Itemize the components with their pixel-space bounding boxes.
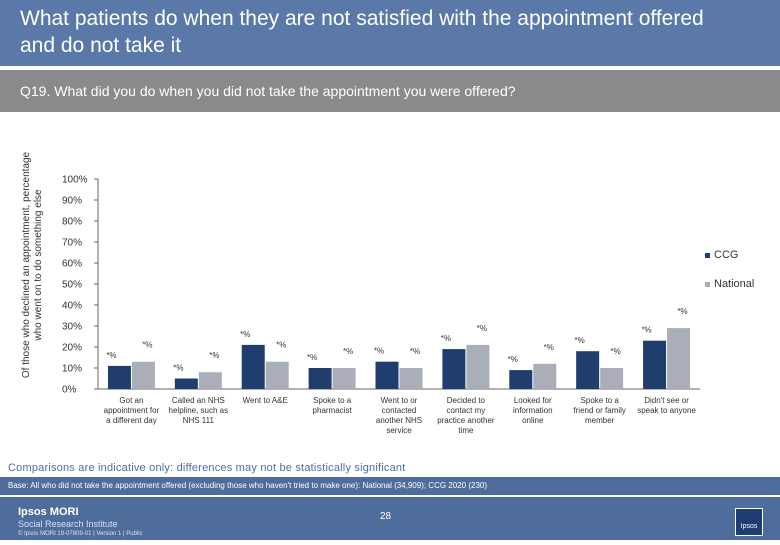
y-tick-label: 90% — [62, 196, 82, 207]
bar-ccg — [442, 349, 466, 389]
data-label: *% — [307, 353, 317, 362]
x-tick-label: time — [458, 426, 474, 435]
data-label: *% — [410, 347, 420, 356]
data-label: *% — [173, 364, 183, 373]
x-tick-label: Looked for — [514, 396, 552, 405]
x-tick-label: Went to or — [381, 396, 418, 405]
ipsos-logo-icon: Ipsos — [735, 508, 763, 536]
x-tick-label: helpline, such as — [169, 406, 229, 415]
y-tick-label: 70% — [62, 238, 82, 249]
x-tick-label: another NHS — [376, 416, 422, 425]
x-tick-label: member — [585, 416, 615, 425]
y-tick-label: 60% — [62, 259, 82, 270]
x-tick-label: Didn't see or — [644, 396, 689, 405]
bar-ccg — [174, 378, 198, 389]
legend-item-national: National — [705, 278, 754, 290]
bar-ccg — [576, 351, 600, 389]
copyright-text: © Ipsos MORI 19-07809-01 | Version 1 | P… — [18, 531, 143, 537]
data-label: *% — [240, 330, 250, 339]
data-label: *% — [677, 307, 687, 316]
bar-national — [131, 361, 155, 389]
bar-chart: 0% 10% 20% 30% 40% 50% 60% 70% 80% 90% 100% *% *% Got… — [62, 175, 700, 435]
data-label: *% — [508, 355, 518, 364]
legend-label-ccg: CCG — [714, 249, 739, 261]
y-tick-label: 30% — [62, 322, 82, 333]
x-tick-label: Decided to — [447, 396, 486, 405]
data-label: *% — [343, 347, 353, 356]
data-label: *% — [641, 326, 651, 335]
x-tick-label: service — [386, 426, 412, 435]
bar-national — [198, 372, 222, 389]
base-text: Base: All who did not take the appointme… — [8, 481, 487, 490]
data-label: *% — [142, 341, 152, 350]
x-tick-label: speak to anyone — [637, 406, 696, 415]
bar-ccg — [509, 370, 533, 389]
y-tick-label: 50% — [62, 280, 82, 291]
data-label: *% — [374, 347, 384, 356]
x-tick-label: contact my — [447, 406, 486, 415]
bar-national — [332, 368, 356, 389]
data-label: *% — [106, 351, 116, 360]
x-tick-label: practice another — [437, 416, 495, 425]
x-tick-label: Spoke to a — [581, 396, 620, 405]
x-tick-label: a different day — [106, 416, 157, 425]
y-tick-label: 80% — [62, 217, 82, 228]
bar-ccg — [643, 340, 667, 389]
question-text: Q19. What did you do when you did not ta… — [20, 83, 516, 99]
base-band — [0, 477, 780, 495]
legend-swatch-ccg — [705, 252, 710, 258]
legend-swatch-national — [705, 281, 710, 287]
y-tick-label: 10% — [62, 364, 82, 375]
page-number: 28 — [380, 511, 392, 522]
question-band — [0, 70, 780, 112]
legend-label-national: National — [714, 278, 755, 290]
x-tick-label: friend or family — [573, 406, 625, 415]
x-tick-label: Called an NHS — [172, 396, 225, 405]
x-tick-label: Spoke to a — [313, 396, 352, 405]
bar-national — [600, 368, 624, 389]
x-tick-label: contacted — [382, 406, 417, 415]
bar-national — [265, 361, 289, 389]
x-tick-label: information — [513, 406, 553, 415]
bar-ccg — [308, 368, 332, 389]
bar-national — [466, 344, 490, 389]
bar-national — [667, 328, 691, 389]
x-tick-label: appointment for — [104, 406, 160, 415]
x-tick-label: pharmacist — [313, 406, 353, 415]
data-label: *% — [575, 336, 585, 345]
ipsos-mori-logo: Ipsos MORI — [18, 506, 79, 518]
caveat-text: Comparisons are indicative only: differe… — [8, 462, 406, 474]
data-label: *% — [209, 351, 219, 360]
y-tick-label: 20% — [62, 343, 82, 354]
x-tick-label: NHS 111 — [183, 416, 215, 425]
title-band — [0, 0, 780, 66]
page-title: What patients do when they are not satis… — [20, 7, 704, 57]
y-tick-label: 0% — [62, 385, 77, 396]
footer-bar — [0, 497, 780, 540]
data-label: *% — [611, 347, 621, 356]
y-tick-label: 40% — [62, 301, 82, 312]
bar-national — [533, 363, 557, 389]
data-label: *% — [276, 341, 286, 350]
bar-national — [399, 368, 423, 389]
data-label: *% — [544, 343, 554, 352]
x-tick-label: Got an — [119, 396, 143, 405]
x-tick-label: Went to A&E — [243, 396, 288, 405]
sri-logo-text: Social Research Institute — [18, 519, 118, 529]
x-tick-label: online — [522, 416, 544, 425]
legend-item-ccg: CCG — [705, 249, 738, 261]
bar-ccg — [107, 365, 131, 389]
y-tick-label: 100% — [62, 175, 88, 186]
bar-ccg — [375, 361, 399, 389]
data-label: *% — [477, 324, 487, 333]
bar-ccg — [241, 344, 265, 389]
data-label: *% — [441, 334, 451, 343]
